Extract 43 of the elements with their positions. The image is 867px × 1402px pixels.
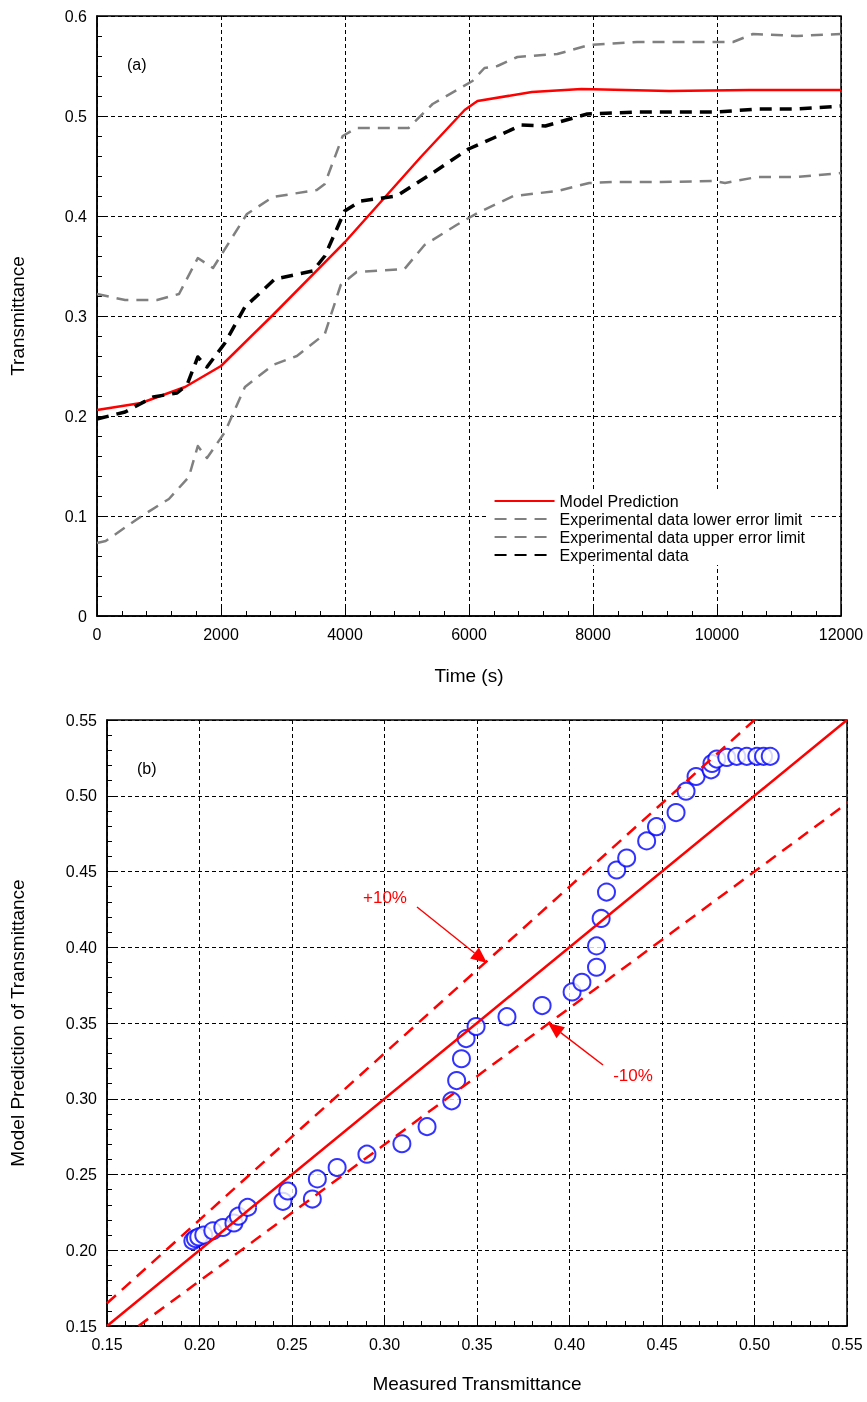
y-tick-label: 0.40 [65, 938, 98, 956]
y-tick-label: 0.45 [65, 863, 98, 880]
y-tick-label: 0.15 [65, 1317, 98, 1335]
y-tick-label: 0.2 [64, 407, 88, 425]
x-tick-label: 12000 [818, 625, 864, 643]
y-tick-label: 0.4 [64, 207, 88, 225]
x-tick-label: 0.50 [738, 1335, 771, 1353]
annotation: (b) [137, 759, 157, 777]
y-tick-label: 0.55 [65, 711, 98, 729]
x-tick-label: 0.40 [553, 1335, 586, 1353]
y-tick-label: 0.50 [65, 787, 98, 805]
y-tick-label: 0.35 [65, 1014, 98, 1032]
y-tick-label: 0.3 [64, 307, 88, 325]
x-axis-title: Measured Transmittance [372, 1373, 582, 1394]
y-tick-label: 0 [78, 607, 88, 625]
y-tick-label: 0.20 [65, 1241, 98, 1259]
legend-label: Experimental data upper error limit [559, 528, 806, 546]
x-tick-label: 10000 [694, 625, 740, 643]
y-tick-label: 0.1 [64, 507, 88, 525]
y-tick-label: 0.5 [64, 107, 88, 125]
annotation: +10% [363, 887, 407, 907]
x-tick-label: 0.25 [276, 1335, 308, 1353]
x-tick-label: 0.45 [646, 1335, 678, 1353]
x-tick-label: 6000 [451, 625, 487, 643]
y-tick-label: 0.6 [64, 7, 88, 25]
x-tick-label: 0.20 [183, 1335, 216, 1353]
y-tick-label: 0.30 [65, 1090, 98, 1108]
x-tick-label: 0.35 [461, 1335, 493, 1353]
x-tick-label: 0.15 [91, 1335, 123, 1353]
annotation: (a) [127, 55, 147, 73]
y-axis-title: Transmittance [7, 256, 28, 376]
y-axis-title: Model Prediction of Transmittance [7, 879, 28, 1167]
x-axis-title: Time (s) [434, 665, 504, 686]
legend-label: Experimental data [559, 546, 689, 564]
x-tick-label: 4000 [327, 625, 363, 643]
y-tick-label: 0.25 [65, 1166, 98, 1183]
x-tick-label: 8000 [575, 625, 611, 643]
legend-label: Experimental data lower error limit [559, 510, 803, 528]
legend-label: Model Prediction [559, 492, 679, 510]
x-tick-label: 2000 [203, 625, 239, 643]
x-tick-label: 0.55 [831, 1335, 863, 1353]
x-tick-label: 0.30 [368, 1335, 401, 1353]
annotation: -10% [613, 1065, 653, 1085]
